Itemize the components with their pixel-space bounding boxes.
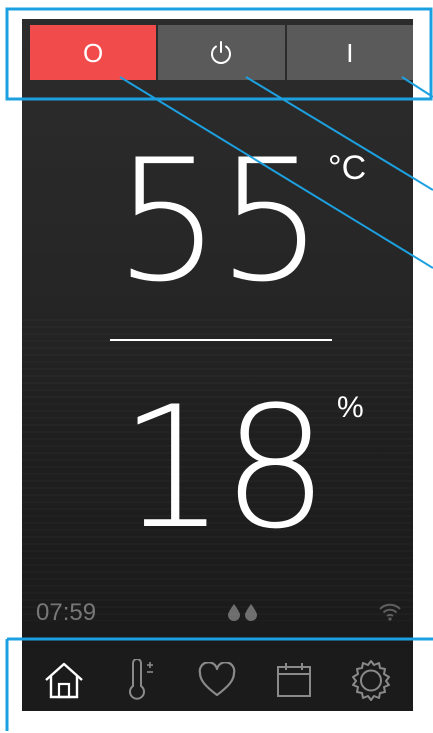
gear-icon	[351, 660, 390, 701]
nav-settings[interactable]	[343, 652, 399, 708]
mode-off-button[interactable]: O	[30, 25, 157, 80]
humidity-value: 18	[119, 370, 329, 566]
readings-divider	[110, 339, 332, 341]
clock-time: 07:59	[36, 599, 97, 626]
mode-on-label: I	[346, 37, 354, 68]
nav-home[interactable]	[36, 652, 92, 708]
sauna-control-panel: O I 55 °C 18 % 07:59	[22, 19, 413, 711]
temperature-unit: °C	[328, 149, 367, 187]
nav-favorites[interactable]	[189, 652, 245, 708]
bottom-navigation	[22, 649, 413, 711]
home-icon	[45, 662, 84, 699]
mode-off-label: O	[83, 37, 104, 68]
water-drops-icon	[227, 603, 258, 621]
calendar-icon	[277, 663, 312, 697]
thermometer-plus-minus-icon	[128, 659, 153, 700]
mode-standby-button[interactable]	[158, 25, 285, 80]
temperature-value: 55	[114, 123, 324, 319]
mode-on-button[interactable]: I	[286, 25, 413, 80]
power-icon	[211, 40, 232, 64]
nav-temperature-setting[interactable]	[113, 652, 169, 708]
wifi-icon	[379, 603, 401, 626]
humidity-unit: %	[337, 391, 364, 424]
mode-selector: O I	[30, 25, 413, 80]
heart-icon	[199, 662, 236, 697]
nav-calendar[interactable]	[266, 652, 322, 708]
